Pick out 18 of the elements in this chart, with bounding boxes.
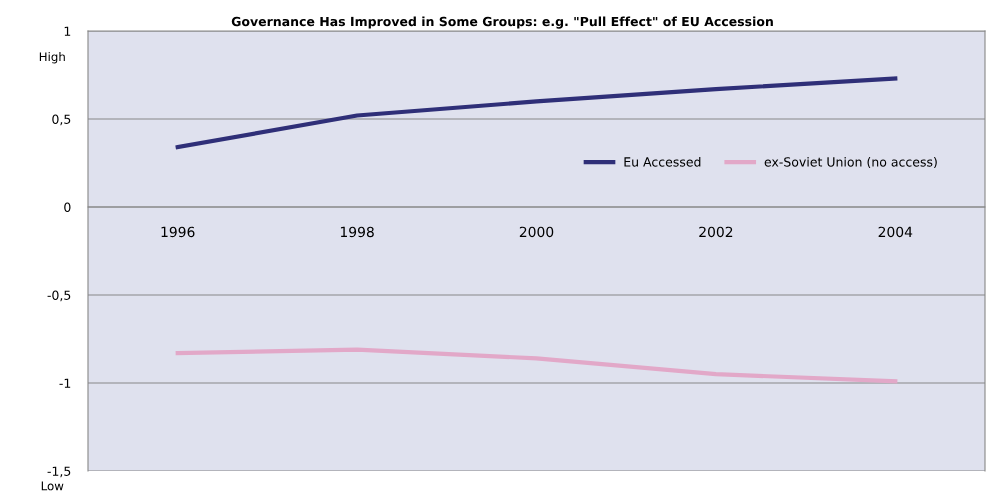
text: Low (41, 481, 64, 491)
y-tick-label: -1,5 (47, 466, 71, 478)
chart-title: Governance Has Improved in Some Groups: e.g. "Pull Effect" of EU Accession (231, 16, 773, 29)
x-tick-label: 2002 (699, 226, 733, 238)
y-tick-label: -0,5 (47, 290, 71, 302)
x-tick-label: 1998 (340, 226, 374, 238)
y-tick-label: -1 (59, 378, 71, 388)
line-series (175, 76, 898, 150)
y-tick-label: 0 (64, 202, 71, 212)
x-tick-label: 1996 (161, 226, 195, 238)
x-tick-label: 2000 (519, 226, 554, 238)
text: High (39, 52, 65, 64)
y-tick-label: 1 (64, 26, 71, 36)
line-series (175, 347, 898, 384)
legend-label: ex-Soviet Union (no access) (764, 156, 937, 169)
x-tick-label: 2004 (878, 226, 913, 238)
y-tick-label: 0,5 (52, 114, 71, 126)
legend-label: Eu Accessed (624, 156, 701, 167)
